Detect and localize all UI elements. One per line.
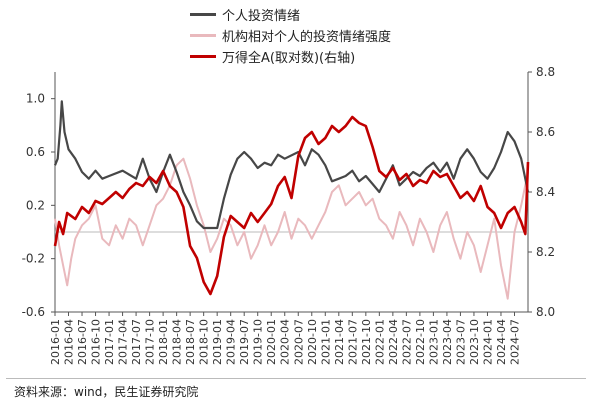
x-tick-label: 2016-07	[76, 319, 89, 365]
x-tick-label: 2019-04	[225, 319, 238, 365]
left-tick-label: 0.6	[26, 145, 45, 159]
x-tick-label: 2016-04	[63, 319, 76, 365]
legend: 个人投资情绪 机构相对个人的投资情绪强度 万得全A(取对数)(右轴)	[190, 4, 391, 67]
x-tick-label: 2022-01	[373, 319, 386, 365]
series-line-institutional	[54, 157, 529, 300]
x-tick-label: 2022-10	[414, 319, 427, 365]
x-tick-label: 2021-10	[360, 319, 373, 365]
left-tick-label: -0.6	[22, 305, 45, 319]
x-tick-label: 2021-04	[333, 319, 346, 365]
x-tick-label: 2017-01	[103, 319, 116, 365]
legend-label-institutional: 机构相对个人的投资情绪强度	[222, 30, 392, 45]
x-tick-label: 2018-01	[157, 319, 170, 365]
x-tick-label: 2018-07	[184, 319, 197, 365]
legend-swatch-individual	[190, 13, 216, 16]
x-tick-label: 2023-01	[427, 319, 440, 365]
legend-label-individual: 个人投资情绪	[222, 9, 301, 24]
x-tick-label: 2023-10	[468, 319, 481, 365]
x-tick-label: 2020-10	[306, 319, 319, 365]
x-tick-label: 2024-01	[481, 319, 494, 365]
right-tick-label: 8.6	[536, 125, 555, 139]
source-note: 资料来源：wind，民生证券研究院	[14, 385, 199, 399]
x-tick-label: 2019-01	[211, 319, 224, 365]
x-tick-label: 2021-01	[319, 319, 332, 365]
x-tick-label: 2024-07	[508, 319, 521, 365]
series-line-individual	[53, 100, 530, 230]
right-tick-label: 8.2	[536, 245, 555, 259]
x-tick-label: 2018-10	[198, 319, 211, 365]
x-tick-label: 2022-07	[400, 319, 413, 365]
right-tick-label: 8.0	[536, 305, 555, 319]
series-line-wind-a	[53, 115, 530, 296]
x-tick-label: 2017-07	[130, 319, 143, 365]
x-tick-label: 2020-07	[292, 319, 305, 365]
source-divider	[6, 378, 586, 379]
left-tick-label: 0.2	[26, 198, 45, 212]
x-tick-label: 2020-04	[279, 319, 292, 365]
x-tick-label: 2017-04	[117, 319, 130, 365]
x-tick-label: 2023-04	[441, 319, 454, 365]
series-lines	[53, 100, 530, 300]
x-tick-label: 2022-04	[387, 319, 400, 365]
x-tick-label: 2020-01	[265, 319, 278, 365]
legend-item-individual: 个人投资情绪	[190, 4, 391, 25]
left-tick-label: 1.0	[26, 92, 45, 106]
x-tick-label: 2023-07	[454, 319, 467, 365]
x-tick-label: 2016-10	[90, 319, 103, 365]
x-tick-label: 2019-10	[252, 319, 265, 365]
x-tick-label: 2016-01	[49, 319, 62, 365]
right-tick-label: 8.8	[536, 65, 555, 79]
legend-swatch-wind-a	[190, 55, 216, 58]
legend-label-wind-a: 万得全A(取对数)(右轴)	[222, 51, 356, 66]
x-tick-label: 2021-07	[346, 319, 359, 365]
x-tick-label: 2024-04	[495, 319, 508, 365]
right-tick-label: 8.4	[536, 185, 555, 199]
x-tick-label: 2018-04	[171, 319, 184, 365]
legend-swatch-institutional	[190, 34, 216, 37]
x-tick-label: 2017-10	[144, 319, 157, 365]
legend-item-wind-a: 万得全A(取对数)(右轴)	[190, 46, 391, 67]
legend-item-institutional: 机构相对个人的投资情绪强度	[190, 25, 391, 46]
left-tick-label: -0.2	[22, 252, 45, 266]
x-tick-label: 2019-07	[238, 319, 251, 365]
